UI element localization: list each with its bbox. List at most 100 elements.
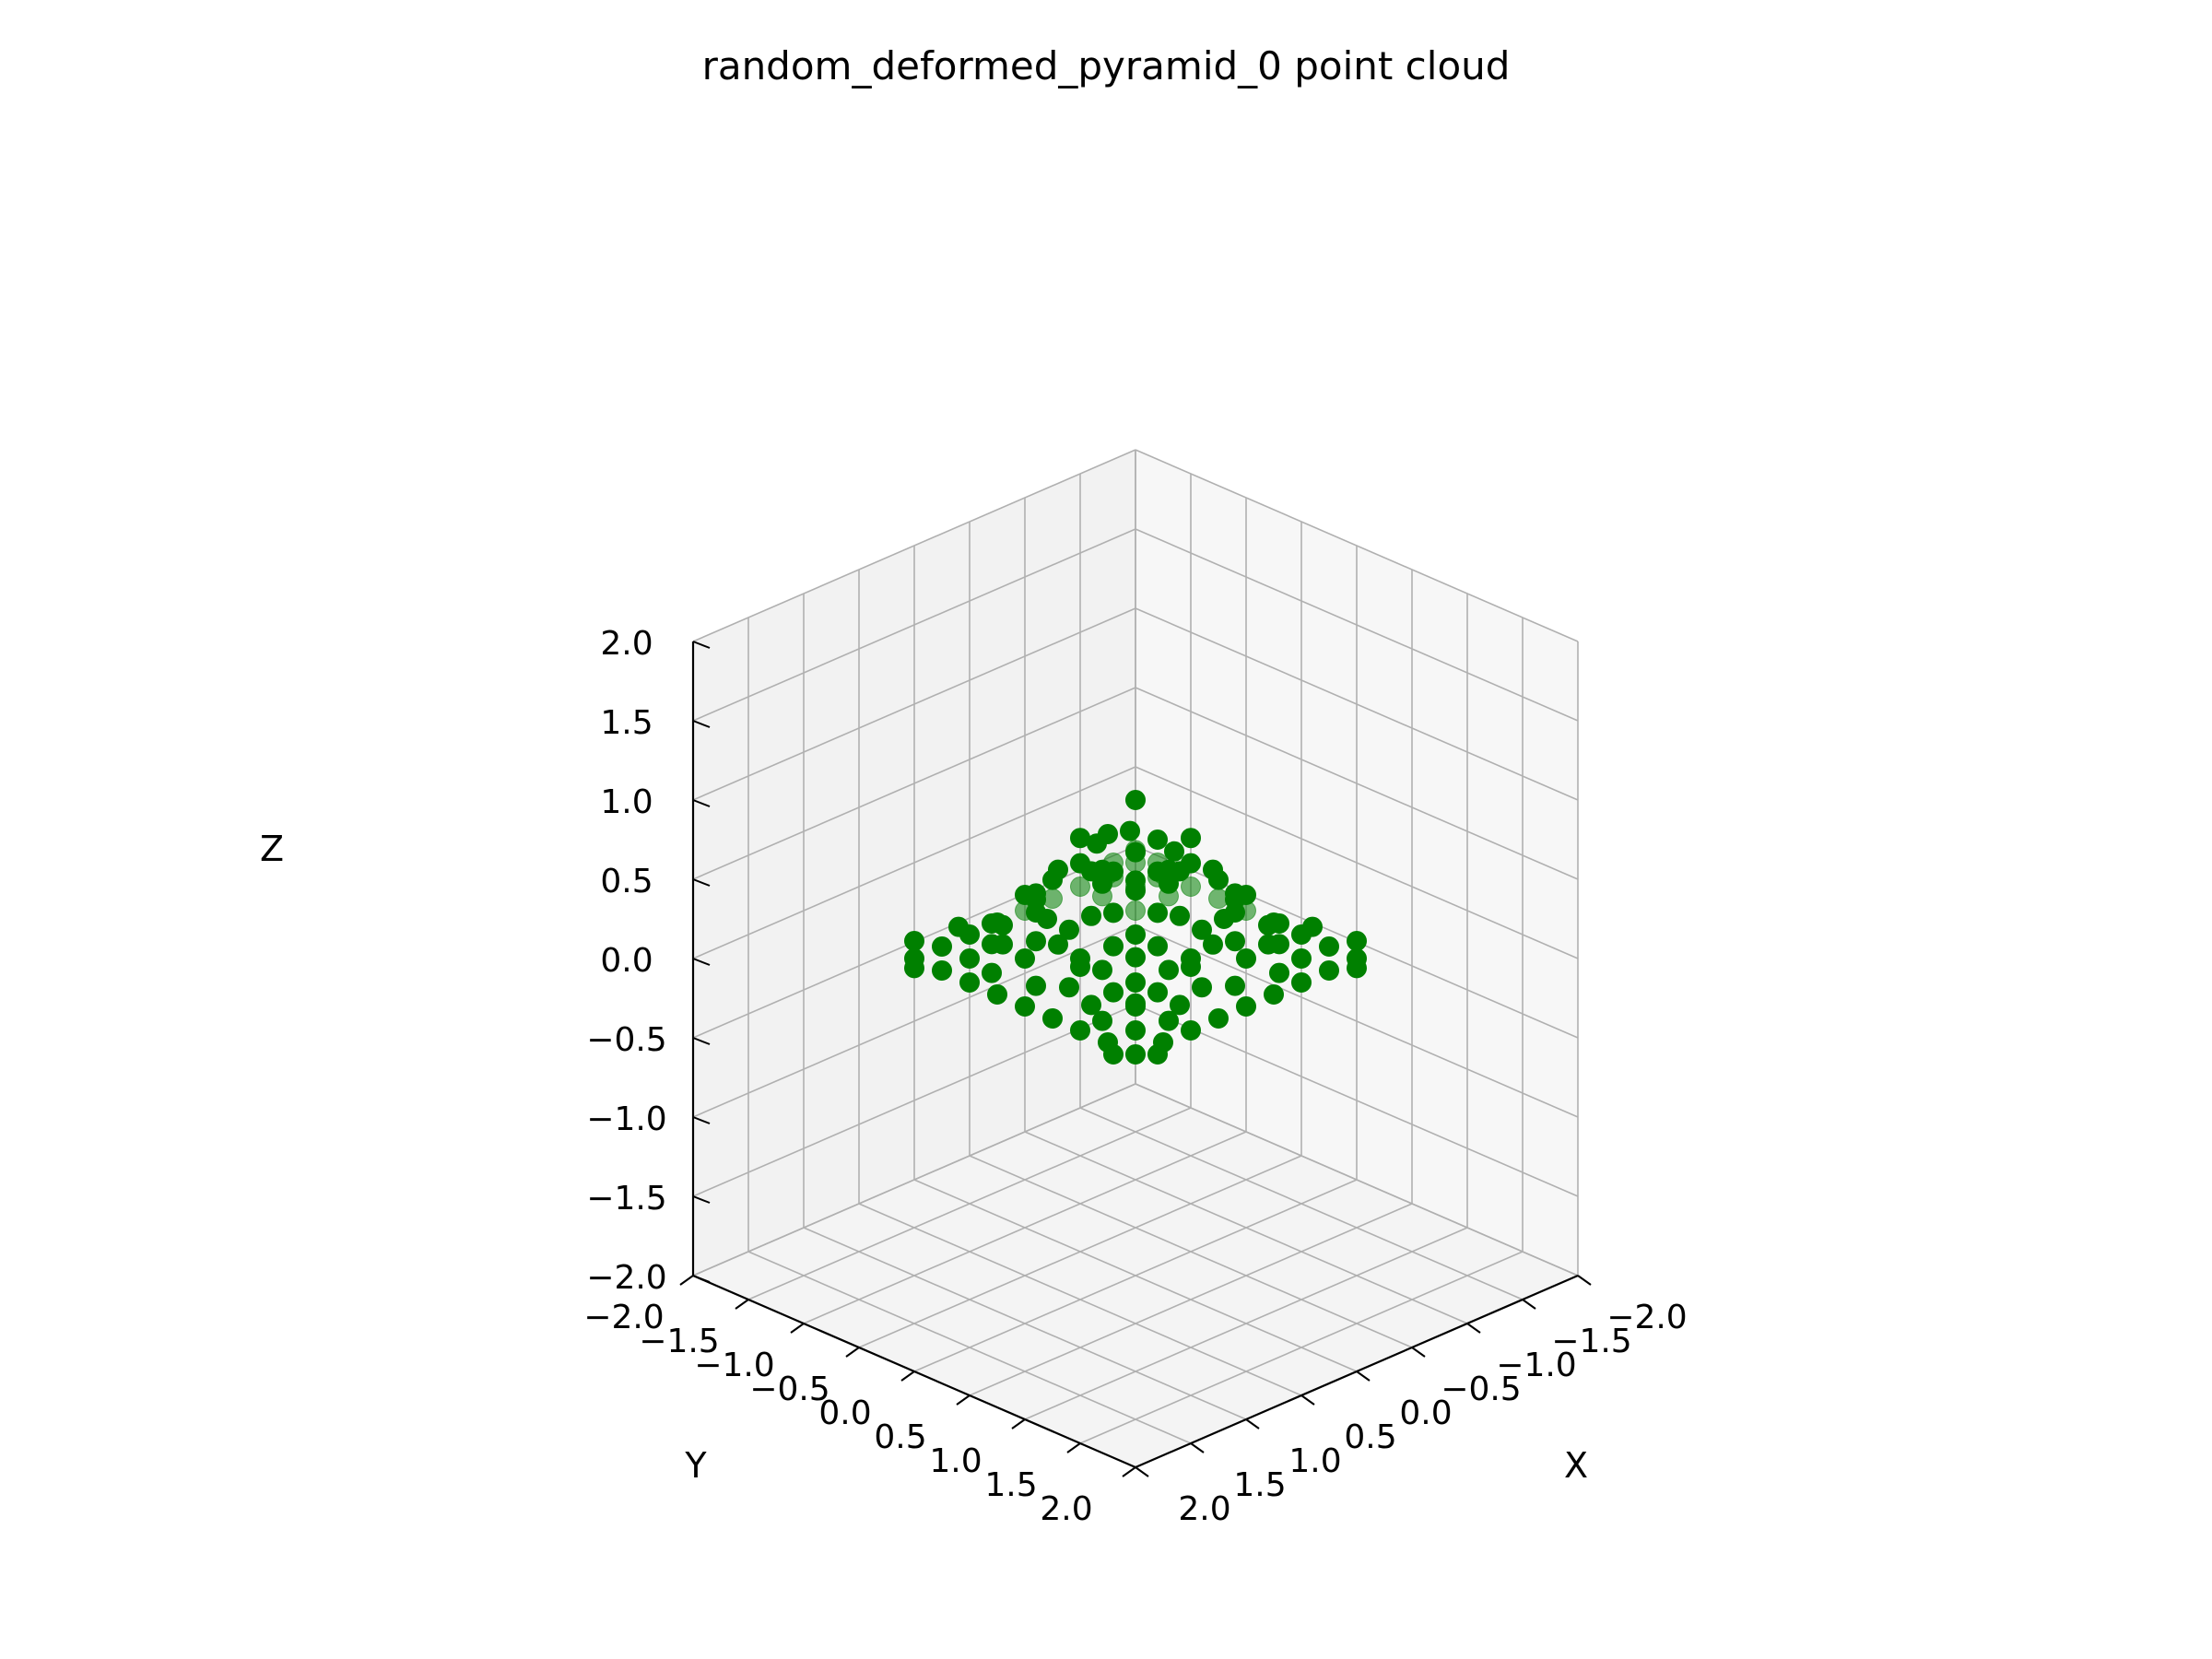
data-point [1203, 859, 1223, 880]
chart-title: random_deformed_pyramid_0 point cloud [702, 43, 1511, 88]
x-tick-label: 1.0 [1288, 1442, 1341, 1480]
data-point [1147, 935, 1168, 957]
data-point [1147, 1044, 1168, 1065]
y-tick [1122, 1466, 1136, 1477]
data-point [1319, 936, 1339, 957]
grid-line [1024, 1227, 1468, 1420]
data-point [1015, 948, 1035, 969]
grid-line [858, 1203, 1302, 1396]
data-point [1147, 902, 1168, 924]
x-tick-label: 2.0 [1178, 1490, 1230, 1528]
y-tick-label: 1.5 [984, 1466, 1037, 1504]
data-point [1125, 924, 1146, 945]
data-point [1026, 975, 1046, 996]
data-point [1103, 1044, 1124, 1065]
data-point [1192, 977, 1212, 998]
y-tick-label: −2.0 [583, 1299, 664, 1336]
data-point [993, 914, 1013, 935]
data-point [1026, 883, 1046, 904]
data-point [1225, 975, 1245, 996]
tick-labels: −2.0−2.0−2.0−1.5−1.5−1.5−1.0−1.0−1.0−0.5… [583, 625, 1687, 1528]
data-point [1070, 1020, 1090, 1041]
grid-line [692, 687, 1136, 880]
point-cloud [904, 790, 1367, 1065]
data-point [1120, 820, 1140, 841]
data-point [959, 972, 980, 993]
data-point [1026, 931, 1046, 952]
z-tick-label: 1.0 [600, 783, 653, 821]
data-point [1291, 972, 1312, 993]
z-tick [692, 958, 711, 966]
z-tick-label: −1.5 [586, 1180, 666, 1218]
x-tick-label: −1.0 [1496, 1347, 1576, 1384]
data-point [1125, 972, 1146, 993]
y-tick [735, 1299, 749, 1310]
data-point [904, 958, 924, 979]
data-point [1070, 828, 1090, 849]
z-tick-label: −0.5 [586, 1021, 666, 1059]
z-tick [692, 799, 711, 807]
z-tick [692, 641, 711, 649]
z-tick-label: 2.0 [600, 625, 653, 663]
z-tick-label: 1.5 [600, 704, 653, 742]
data-point [1170, 905, 1190, 926]
data-point [1291, 948, 1312, 969]
x-tick-label: −2.0 [1606, 1299, 1687, 1336]
grid-line [1135, 766, 1579, 959]
data-point [1347, 958, 1367, 979]
data-point [1103, 861, 1124, 882]
data-point [1015, 996, 1035, 1017]
grid-line [692, 607, 1136, 801]
data-point [1258, 934, 1278, 955]
data-point [959, 948, 980, 969]
x-tick [1356, 1371, 1371, 1382]
data-point [1042, 1008, 1063, 1029]
grid-line [1135, 607, 1579, 801]
data-point [1098, 824, 1118, 844]
grid-line [692, 528, 1136, 722]
x-axis-label: X [1564, 1445, 1588, 1486]
y-tick-label: −1.5 [639, 1323, 719, 1360]
data-point [1181, 1020, 1201, 1041]
z-tick [692, 1195, 711, 1204]
y-tick-label: −0.5 [749, 1371, 830, 1408]
y-tick-label: 2.0 [1040, 1490, 1092, 1528]
y-tick-label: 0.5 [874, 1418, 926, 1456]
data-point [1048, 934, 1068, 955]
data-point [1059, 919, 1079, 940]
data-point [1159, 959, 1179, 981]
grid-line [913, 1179, 1358, 1372]
x-tick [1300, 1394, 1315, 1406]
data-point [1319, 960, 1339, 981]
data-point [1181, 877, 1201, 897]
data-point [1059, 977, 1079, 998]
data-point [1092, 959, 1112, 981]
data-point [1208, 1008, 1229, 1029]
z-tick [692, 720, 711, 728]
y-tick [956, 1394, 971, 1406]
data-point [1103, 902, 1124, 924]
y-tick [900, 1371, 915, 1382]
data-point [1159, 1010, 1179, 1031]
data-point [1236, 948, 1256, 969]
data-point [1081, 905, 1101, 926]
grid-line [1135, 449, 1579, 642]
data-point [1103, 982, 1124, 1003]
x-tick-label: 0.5 [1344, 1418, 1396, 1456]
x-tick [1466, 1323, 1481, 1334]
data-point [1070, 877, 1090, 897]
data-point [993, 934, 1013, 955]
x-tick-label: 0.0 [1399, 1394, 1452, 1432]
grid-line [747, 1251, 1192, 1444]
data-point [1225, 883, 1245, 904]
data-point [1170, 994, 1190, 1016]
z-axis-label: Z [260, 829, 284, 869]
data-point [1258, 914, 1278, 935]
data-point [982, 962, 1002, 983]
y-tick-label: 0.0 [818, 1394, 871, 1432]
y-tick [845, 1347, 860, 1358]
data-point [904, 931, 924, 951]
data-point [1192, 919, 1212, 940]
z-tick [692, 1275, 711, 1283]
